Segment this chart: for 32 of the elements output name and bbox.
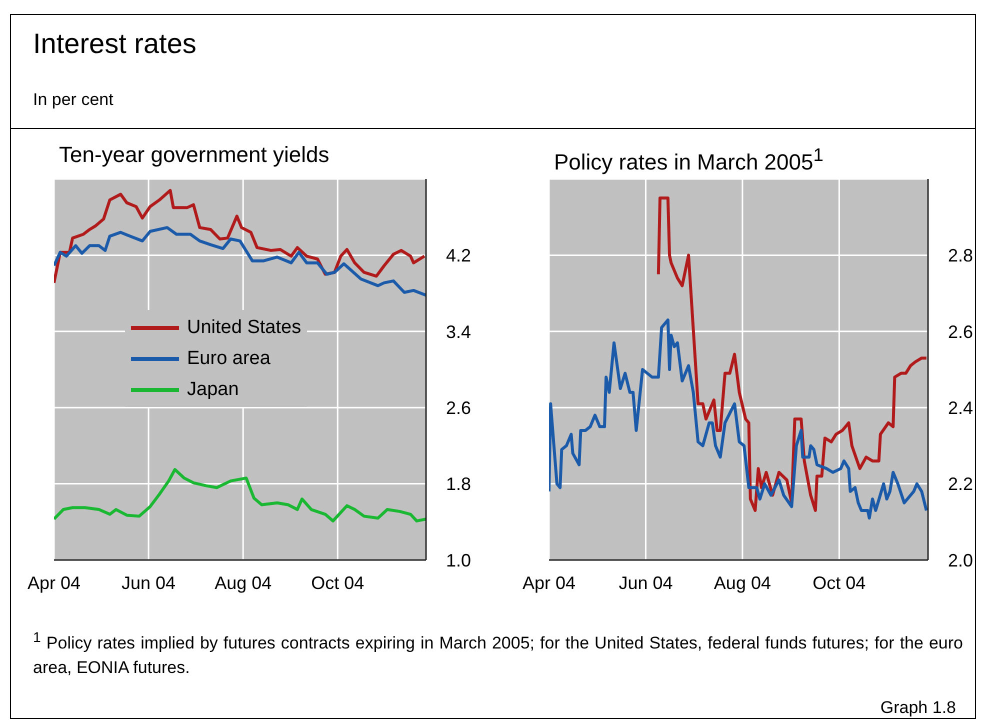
text: $^{1}$ Policy rates implied by futures contracts expiring in March 2005; for the United States, federal funds futures; for the euro area, EONIA futures. — [33, 629, 963, 679]
chart-title: Ten-year government yields — [59, 141, 330, 169]
legend-label: United States — [187, 316, 302, 338]
line-series — [54, 226, 426, 297]
x-tick-label: Apr 04 — [27, 572, 81, 593]
y-tick-label: 2.6 — [948, 322, 974, 342]
chart-title: Policy rates in March 2005$^{1}$ — [554, 143, 824, 174]
x-tick-label: Apr 04 — [522, 572, 576, 593]
y-tick-label: 3.4 — [446, 322, 472, 342]
text: Interest rates — [33, 28, 196, 60]
y-tick-label: 4.2 — [446, 246, 472, 266]
y-tick-label: 2.6 — [446, 398, 472, 418]
legend-label: Euro area — [187, 348, 270, 370]
y-tick-label: 2.0 — [948, 550, 974, 570]
x-tick-label: Oct 04 — [311, 572, 364, 593]
line-series — [549, 318, 928, 520]
y-tick-label: 1.8 — [446, 474, 472, 494]
y-tick-label: 2.2 — [948, 474, 974, 494]
line-series — [54, 188, 426, 284]
y-tick-label: 2.8 — [948, 246, 974, 266]
x-tick-label: Aug 04 — [214, 572, 272, 593]
x-tick-label: Jun 04 — [122, 572, 176, 593]
line-series — [656, 196, 928, 512]
text: In per cent — [33, 90, 114, 110]
line-series — [54, 468, 426, 522]
y-tick-label: 1.0 — [446, 550, 472, 570]
x-tick-label: Oct 04 — [812, 572, 866, 593]
x-tick-label: Aug 04 — [714, 572, 771, 593]
x-tick-label: Jun 04 — [618, 572, 673, 593]
caption: Graph 1.8 — [880, 698, 956, 718]
legend-label: Japan — [187, 378, 239, 400]
y-tick-label: 2.4 — [948, 398, 974, 418]
